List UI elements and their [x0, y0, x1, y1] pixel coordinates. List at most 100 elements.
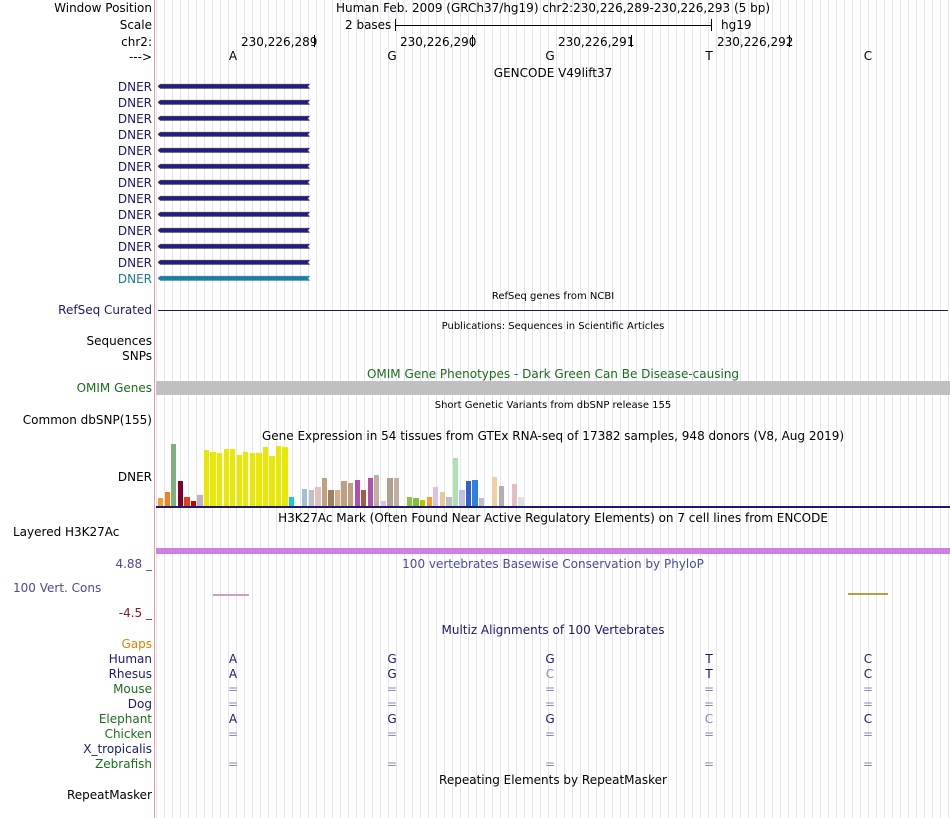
publications-track-title[interactable]: Publications: Sequences in Scientific Ar…: [441, 321, 665, 332]
gencode-transcript-arrows[interactable]: ‹‹‹‹‹‹‹‹‹‹‹‹‹‹‹‹‹‹‹‹‹‹‹‹‹‹‹‹‹‹‹‹‹‹‹‹‹‹‹‹…: [157, 79, 311, 93]
dbsnp-track-title[interactable]: Short Genetic Variants from dbSNP releas…: [434, 400, 672, 411]
omim-track-label[interactable]: OMIM Genes: [76, 381, 152, 395]
omim-gene-band[interactable]: [156, 381, 950, 395]
gtex-tissue-bar[interactable]: [347, 483, 354, 506]
gencode-transcript-arrows[interactable]: ‹‹‹‹‹‹‹‹‹‹‹‹‹‹‹‹‹‹‹‹‹‹‹‹‹‹‹‹‹‹‹‹‹‹‹‹‹‹‹‹…: [157, 239, 311, 253]
gencode-transcript-label[interactable]: DNER: [117, 256, 152, 270]
gtex-tissue-bar[interactable]: [452, 458, 459, 506]
gtex-tissue-bar[interactable]: [230, 449, 236, 506]
multiz-species-label[interactable]: Mouse: [113, 682, 152, 696]
window-position-value[interactable]: Human Feb. 2009 (GRCh37/hg19) chr2:230,2…: [335, 1, 770, 15]
gtex-tissue-bar[interactable]: [243, 452, 249, 506]
multiz-species-label[interactable]: Dog: [127, 697, 152, 711]
gtex-tissue-bar[interactable]: [492, 477, 498, 506]
gtex-tissue-bar[interactable]: [164, 492, 170, 506]
gencode-transcript-label[interactable]: DNER: [117, 176, 152, 190]
h3k27ac-signal-band[interactable]: [156, 548, 950, 554]
gencode-transcript-arrows[interactable]: ‹‹‹‹‹‹‹‹‹‹‹‹‹‹‹‹‹‹‹‹‹‹‹‹‹‹‹‹‹‹‹‹‹‹‹‹‹‹‹‹…: [157, 255, 311, 269]
gtex-track-label[interactable]: DNER: [117, 470, 152, 484]
gtex-tissue-bar[interactable]: [446, 497, 452, 506]
snps-track-label[interactable]: SNPs: [122, 349, 152, 363]
gtex-tissue-bar[interactable]: [413, 498, 419, 506]
gtex-tissue-bar[interactable]: [302, 489, 308, 506]
gtex-tissue-bar[interactable]: [203, 450, 210, 506]
gtex-tissue-bar[interactable]: [459, 490, 465, 506]
multiz-species-label[interactable]: X_tropicalis: [83, 742, 152, 756]
gencode-transcript-arrows[interactable]: ‹‹‹‹‹‹‹‹‹‹‹‹‹‹‹‹‹‹‹‹‹‹‹‹‹‹‹‹‹‹‹‹‹‹‹‹‹‹‹‹…: [157, 95, 311, 109]
gtex-tissue-bar[interactable]: [406, 497, 413, 506]
gtex-tissue-bar[interactable]: [374, 475, 380, 506]
gtex-tissue-bar[interactable]: [354, 480, 360, 506]
gtex-tissue-bar[interactable]: [380, 501, 387, 506]
gtex-bar-chart[interactable]: [156, 444, 556, 506]
gtex-tissue-bar[interactable]: [158, 498, 164, 506]
gencode-transcript-arrows[interactable]: ‹‹‹‹‹‹‹‹‹‹‹‹‹‹‹‹‹‹‹‹‹‹‹‹‹‹‹‹‹‹‹‹‹‹‹‹‹‹‹‹…: [157, 271, 311, 285]
gtex-tissue-bar[interactable]: [498, 486, 504, 506]
gencode-transcript-arrows[interactable]: ‹‹‹‹‹‹‹‹‹‹‹‹‹‹‹‹‹‹‹‹‹‹‹‹‹‹‹‹‹‹‹‹‹‹‹‹‹‹‹‹…: [157, 207, 311, 221]
gtex-tissue-bar[interactable]: [289, 497, 295, 506]
gtex-tissue-bar[interactable]: [439, 492, 445, 506]
gtex-tissue-bar[interactable]: [269, 456, 275, 506]
gencode-transcript-label[interactable]: DNER: [117, 160, 152, 174]
gencode-transcript-label[interactable]: DNER: [117, 80, 152, 94]
gtex-tissue-bar[interactable]: [197, 495, 203, 506]
gencode-transcript-label[interactable]: DNER: [117, 144, 152, 158]
gtex-tissue-bar[interactable]: [184, 497, 190, 506]
gtex-tissue-bar[interactable]: [177, 481, 183, 506]
gtex-tissue-bar[interactable]: [465, 481, 472, 506]
gtex-tissue-bar[interactable]: [315, 487, 321, 506]
gencode-transcript-label[interactable]: DNER: [117, 208, 152, 222]
gtex-tissue-bar[interactable]: [210, 452, 216, 506]
gencode-transcript-label[interactable]: DNER: [117, 96, 152, 110]
gtex-tissue-bar[interactable]: [478, 498, 485, 506]
gtex-tissue-bar[interactable]: [223, 449, 229, 506]
gtex-tissue-bar[interactable]: [341, 481, 347, 506]
sequences-track-label[interactable]: Sequences: [86, 334, 152, 348]
phylop-track-label[interactable]: 100 Vert. Cons: [13, 581, 102, 595]
gtex-tissue-bar[interactable]: [328, 490, 334, 506]
gencode-transcript-label[interactable]: DNER: [117, 128, 152, 142]
gencode-transcript-arrows[interactable]: ‹‹‹‹‹‹‹‹‹‹‹‹‹‹‹‹‹‹‹‹‹‹‹‹‹‹‹‹‹‹‹‹‹‹‹‹‹‹‹‹…: [157, 191, 311, 205]
gtex-tissue-bar[interactable]: [321, 478, 328, 506]
phylop-track-title[interactable]: 100 vertebrates Basewise Conservation by…: [402, 557, 704, 571]
gtex-tissue-bar[interactable]: [236, 455, 242, 506]
gencode-transcript-label[interactable]: DNER: [117, 224, 152, 238]
refseq-track-title[interactable]: RefSeq genes from NCBI: [491, 291, 615, 302]
gencode-transcript-label[interactable]: DNER: [117, 272, 152, 286]
gencode-track-title[interactable]: GENCODE V49lift37: [493, 66, 613, 80]
repeatmasker-track-title[interactable]: Repeating Elements by RepeatMasker: [439, 773, 667, 787]
gtex-tissue-bar[interactable]: [262, 447, 269, 506]
gencode-transcript-arrows[interactable]: ‹‹‹‹‹‹‹‹‹‹‹‹‹‹‹‹‹‹‹‹‹‹‹‹‹‹‹‹‹‹‹‹‹‹‹‹‹‹‹‹…: [157, 111, 311, 125]
gtex-tissue-bar[interactable]: [420, 500, 426, 506]
gtex-tissue-bar[interactable]: [426, 497, 432, 506]
gtex-tissue-bar[interactable]: [433, 487, 439, 506]
gtex-tissue-bar[interactable]: [308, 490, 314, 506]
multiz-species-label[interactable]: Rhesus: [108, 667, 152, 681]
h3k27ac-track-title[interactable]: H3K27Ac Mark (Often Found Near Active Re…: [278, 511, 828, 525]
gencode-transcript-arrows[interactable]: ‹‹‹‹‹‹‹‹‹‹‹‹‹‹‹‹‹‹‹‹‹‹‹‹‹‹‹‹‹‹‹‹‹‹‹‹‹‹‹‹…: [157, 159, 311, 173]
gtex-tissue-bar[interactable]: [275, 446, 282, 506]
gtex-tissue-bar[interactable]: [518, 497, 524, 506]
gencode-transcript-label[interactable]: DNER: [117, 240, 152, 254]
multiz-species-label[interactable]: Zebrafish: [95, 757, 152, 771]
gtex-tissue-bar[interactable]: [216, 453, 223, 506]
gtex-tissue-bar[interactable]: [190, 501, 197, 506]
gtex-track-title[interactable]: Gene Expression in 54 tissues from GTEx …: [261, 429, 845, 443]
dbsnp-track-label[interactable]: Common dbSNP(155): [22, 413, 152, 427]
gtex-tissue-bar[interactable]: [256, 453, 262, 506]
h3k27ac-track-label[interactable]: Layered H3K27Ac: [13, 525, 120, 539]
gtex-tissue-bar[interactable]: [361, 490, 367, 506]
gencode-transcript-arrows[interactable]: ‹‹‹‹‹‹‹‹‹‹‹‹‹‹‹‹‹‹‹‹‹‹‹‹‹‹‹‹‹‹‹‹‹‹‹‹‹‹‹‹…: [157, 223, 311, 237]
multiz-species-label[interactable]: Human: [108, 652, 152, 666]
gencode-transcript-label[interactable]: DNER: [117, 192, 152, 206]
gencode-transcript-label[interactable]: DNER: [117, 112, 152, 126]
multiz-track-title[interactable]: Multiz Alignments of 100 Vertebrates: [441, 623, 665, 637]
gencode-transcript-arrows[interactable]: ‹‹‹‹‹‹‹‹‹‹‹‹‹‹‹‹‹‹‹‹‹‹‹‹‹‹‹‹‹‹‹‹‹‹‹‹‹‹‹‹…: [157, 127, 311, 141]
gencode-transcript-arrows[interactable]: ‹‹‹‹‹‹‹‹‹‹‹‹‹‹‹‹‹‹‹‹‹‹‹‹‹‹‹‹‹‹‹‹‹‹‹‹‹‹‹‹…: [157, 143, 311, 157]
multiz-species-label[interactable]: Chicken: [104, 727, 152, 741]
refseq-gene-line[interactable]: [158, 310, 948, 311]
multiz-species-label[interactable]: Elephant: [98, 712, 152, 726]
gencode-transcript-arrows[interactable]: ‹‹‹‹‹‹‹‹‹‹‹‹‹‹‹‹‹‹‹‹‹‹‹‹‹‹‹‹‹‹‹‹‹‹‹‹‹‹‹‹…: [157, 175, 311, 189]
gtex-tissue-bar[interactable]: [334, 490, 341, 506]
gtex-tissue-bar[interactable]: [171, 444, 177, 506]
